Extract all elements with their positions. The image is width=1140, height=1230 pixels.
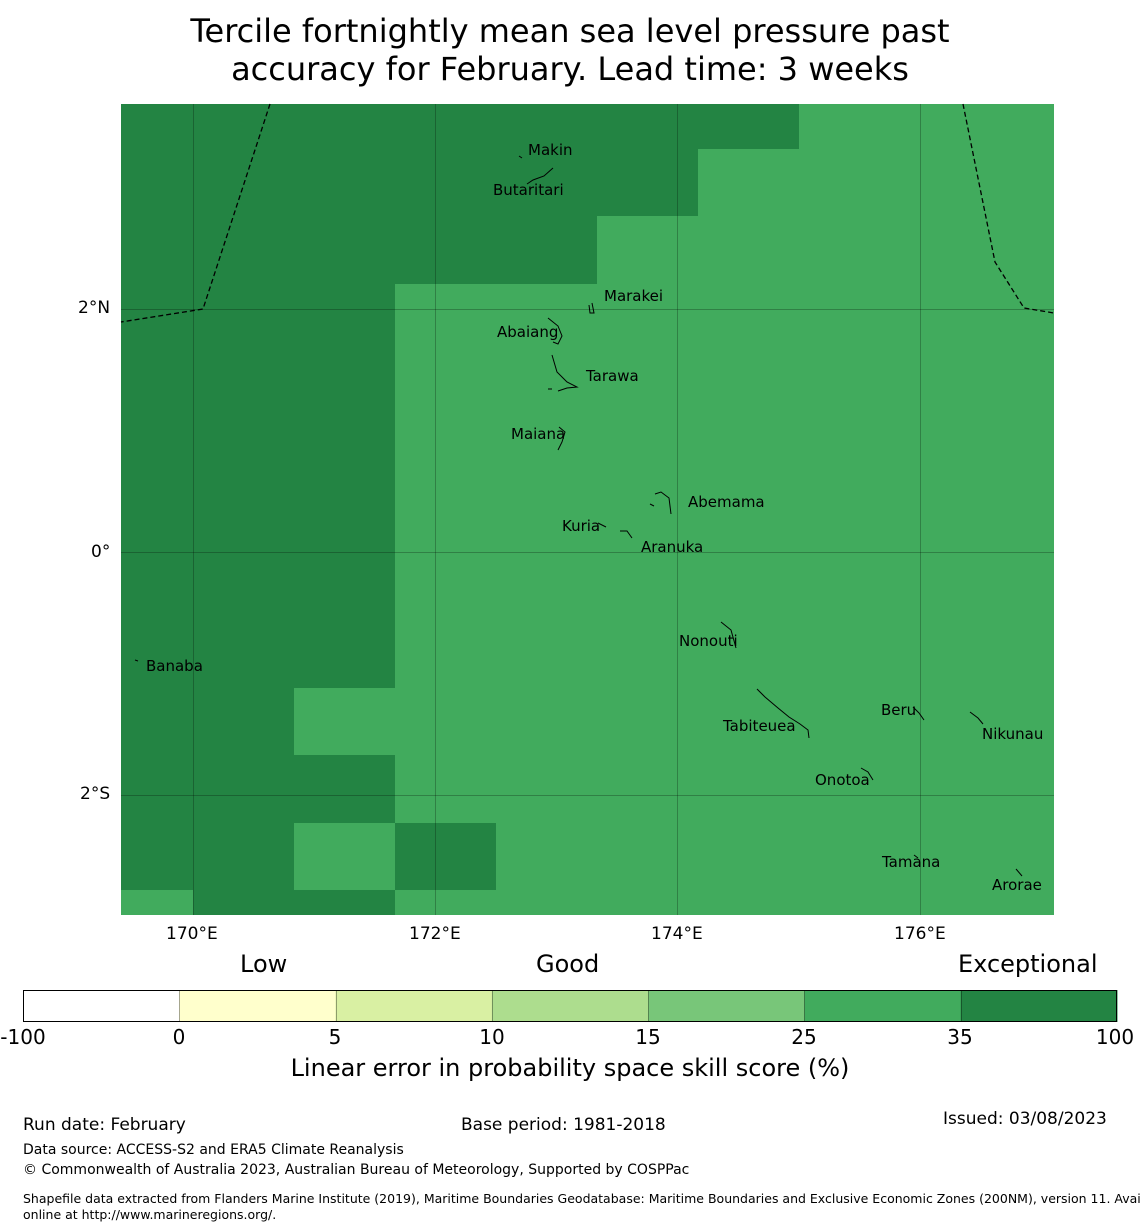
base-period: Base period: 1981-2018 (461, 1115, 666, 1135)
lon-tick-label: 174°E (651, 924, 703, 944)
colorbar-segment (491, 990, 649, 1022)
skill-cell-exceptional (193, 890, 395, 915)
colorbar-segment (179, 990, 337, 1022)
place-label-makin: Makin (528, 141, 573, 159)
copyright: © Commonwealth of Australia 2023, Austra… (23, 1162, 690, 1178)
place-label-nonouti: Nonouti (679, 632, 738, 650)
colorbar-tick: 100 (1095, 1025, 1135, 1049)
skill-cell-exceptional (121, 755, 395, 823)
colorbar-tick: -100 (0, 1025, 46, 1049)
colorbar-category-low: Low (240, 950, 288, 978)
skill-grid (121, 104, 1054, 915)
lat-tick-label: 2°N (78, 298, 111, 318)
colorbar-segment (804, 990, 962, 1022)
place-label-aranuka: Aranuka (641, 538, 704, 556)
lon-tick-label: 170°E (166, 924, 218, 944)
place-label-abemama: Abemama (688, 493, 765, 511)
lon-tick-label: 176°E (894, 924, 946, 944)
place-label-tarawa: Tarawa (586, 367, 639, 385)
shapefile-credit-line-1: Shapefile data extracted from Flanders M… (23, 1191, 1140, 1206)
place-label-tamana: Tamana (882, 853, 941, 871)
shapefile-credit-line-2: online at http://www.marineregions.org/. (23, 1207, 277, 1222)
skill-cell-exceptional (121, 149, 698, 216)
place-label-arorae: Arorae (992, 876, 1042, 894)
place-label-kuria: Kuria (562, 517, 601, 535)
run-date: Run date: February (23, 1115, 186, 1135)
skill-cell-exceptional (121, 823, 294, 890)
colorbar-tick: 35 (947, 1025, 973, 1049)
colorbar-tick: 0 (172, 1025, 186, 1049)
place-label-tabiteuea: Tabiteuea (723, 717, 796, 735)
graticule (121, 104, 1054, 915)
place-label-butaritari: Butaritari (493, 181, 564, 199)
place-label-abaiang: Abaiang (497, 323, 559, 341)
colorbar-category-good: Good (536, 950, 600, 978)
place-label-banaba: Banaba (146, 657, 203, 675)
colorbar-category-exceptional: Exceptional (958, 950, 1098, 978)
colorbar-segments (23, 990, 1118, 1022)
lat-tick-label: 2°S (80, 784, 111, 804)
colorbar-tick: 15 (635, 1025, 661, 1049)
colorbar-frame (23, 990, 1117, 1022)
place-label-beru: Beru (881, 701, 917, 719)
chart-title-line-1: Tercile fortnightly mean sea level press… (190, 12, 950, 50)
place-label-marakei: Marakei (604, 287, 664, 305)
colorbar-segment (335, 990, 493, 1022)
colorbar-segment (648, 990, 805, 1022)
skill-cell-exceptional (121, 284, 395, 688)
skill-cell-exceptional (121, 104, 698, 149)
data-source: Data source: ACCESS-S2 and ERA5 Climate … (23, 1142, 404, 1158)
lat-tick-label: 0° (91, 542, 111, 562)
colorbar-xlabel: Linear error in probability space skill … (290, 1054, 850, 1082)
colorbar-tick: 5 (328, 1025, 342, 1049)
colorbar-segment (23, 990, 180, 1022)
colorbar-tick: 10 (479, 1025, 505, 1049)
skill-cell-exceptional (121, 216, 597, 284)
place-label-maiana: Maiana (511, 425, 566, 443)
colorbar-tick: 25 (791, 1025, 817, 1049)
eez-boundaries (120, 103, 1055, 323)
lon-tick-label: 172°E (409, 924, 461, 944)
place-label-nikunau: Nikunau (982, 725, 1044, 743)
place-label-onotoa: Onotoa (815, 771, 870, 789)
skill-cell-exceptional (698, 104, 799, 149)
chart-title-line-2: accuracy for February. Lead time: 3 week… (231, 50, 909, 88)
island-outlines (134, 155, 1023, 877)
colorbar-segment (960, 990, 1118, 1022)
skill-cell-exceptional (121, 688, 294, 755)
issued-date: Issued: 03/08/2023 (943, 1109, 1107, 1129)
shapefile-credit: Shapefile data extracted from Flanders M… (23, 1191, 1140, 1223)
skill-cell-exceptional (395, 823, 496, 890)
